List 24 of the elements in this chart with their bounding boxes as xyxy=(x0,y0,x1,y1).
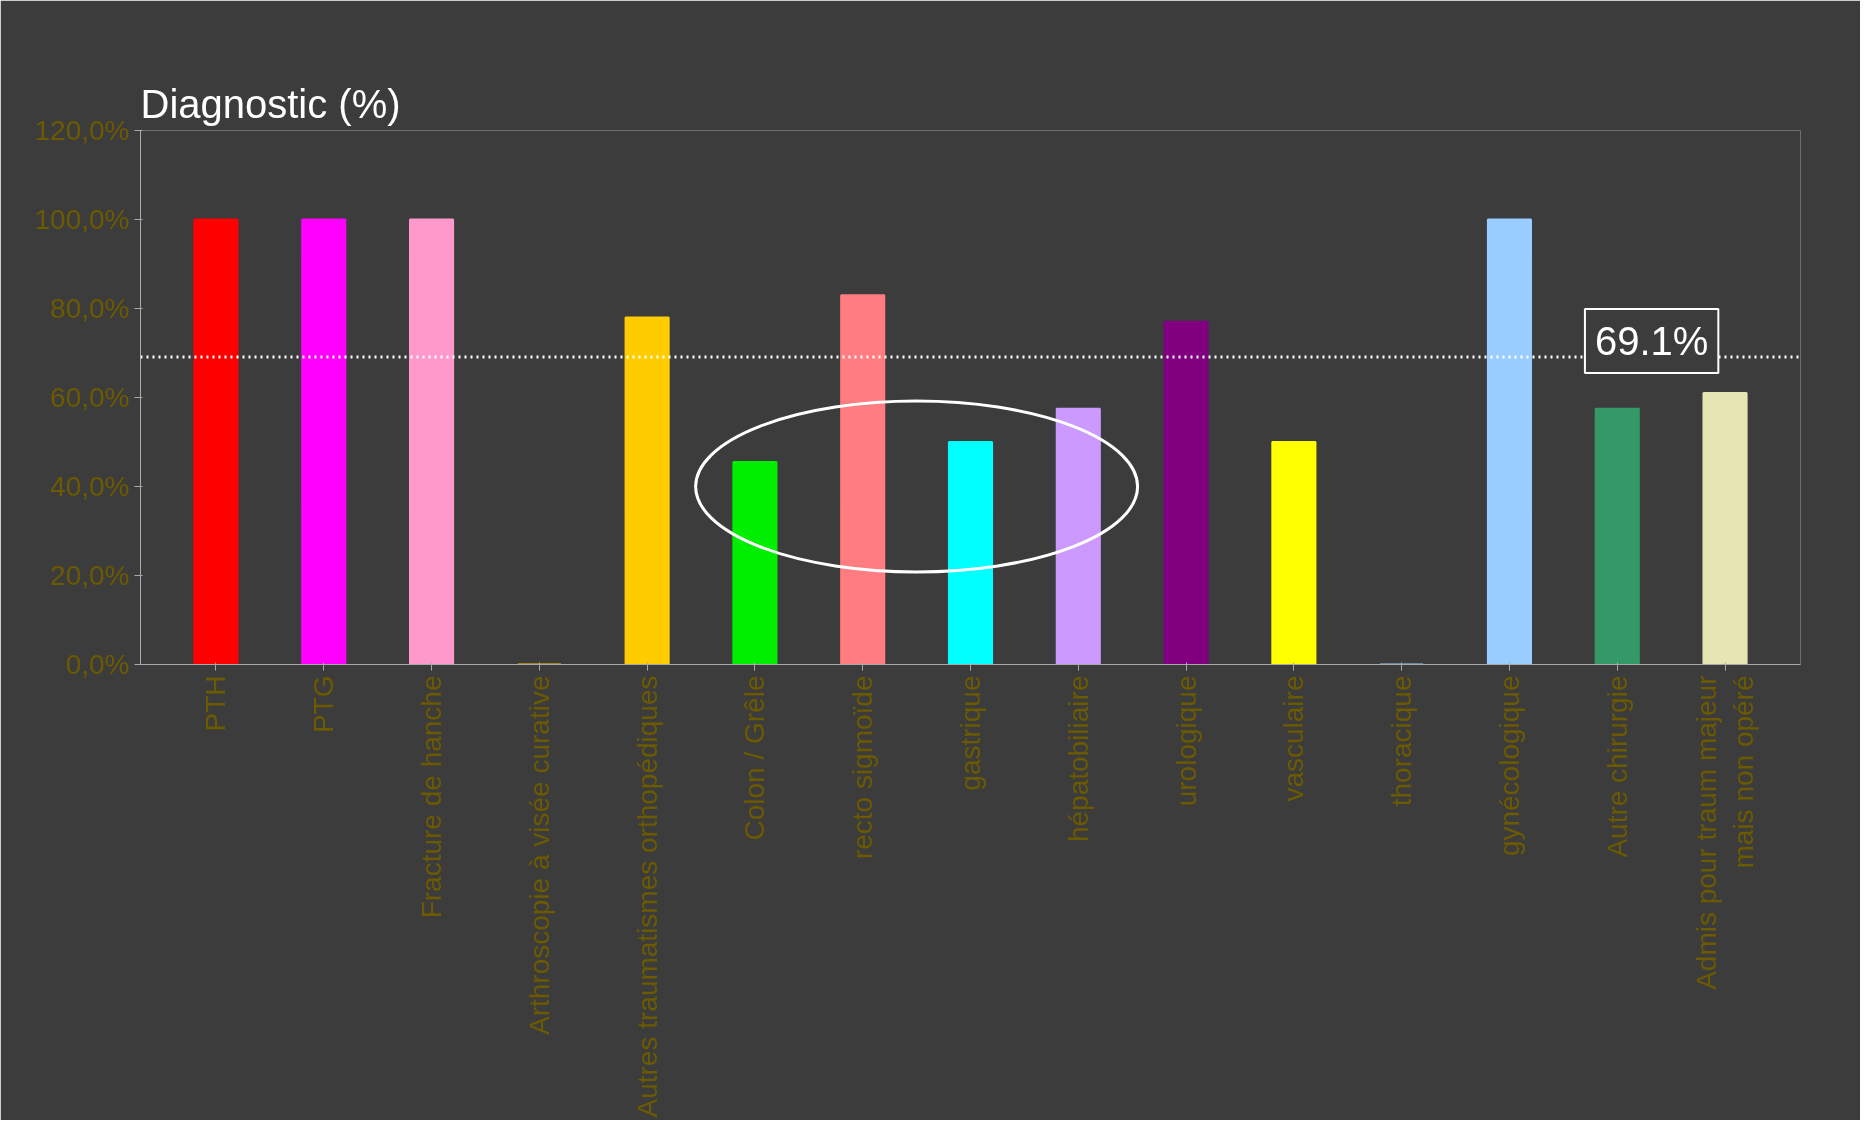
x-tick-label: gynécologique xyxy=(1493,675,1525,857)
y-tick-label: 120,0% xyxy=(34,115,130,146)
x-tick-label: Admis pour traum majeur mais non opéré xyxy=(1690,675,1760,990)
x-tick-label: PTH xyxy=(200,675,232,732)
y-tick-label: 20,0% xyxy=(50,560,130,591)
y-tick-label: 60,0% xyxy=(50,382,130,413)
x-tick-label: recto sigmoïde xyxy=(847,675,879,860)
ref-line-label: 69.1% xyxy=(1594,319,1709,364)
x-tick-label: hépatobiliaire xyxy=(1062,675,1094,843)
x-tick-label: Autres traumatismes orthopédiques xyxy=(631,675,663,1118)
x-tick-label: Colon / Grêle xyxy=(739,675,771,841)
y-tick-label: 100,0% xyxy=(34,204,130,235)
x-tick-label: PTG xyxy=(308,675,340,734)
x-tick-label: vasculaire xyxy=(1278,675,1310,802)
x-tick-label: Arthroscopie à visée curative xyxy=(523,675,555,1035)
chart-title: Diagnostic (%) xyxy=(140,81,401,126)
x-tick-label: urologique xyxy=(1170,675,1202,807)
x-tick-label: Fracture de hanche xyxy=(416,675,448,919)
y-tick-label: 40,0% xyxy=(50,471,130,502)
y-tick-label: 0,0% xyxy=(65,649,130,680)
x-tick-label: Autre chirurgie xyxy=(1601,675,1633,858)
x-tick-label: gastrique xyxy=(955,675,986,791)
x-tick-label: thoracique xyxy=(1386,675,1418,807)
y-tick-label: 80,0% xyxy=(50,293,130,324)
